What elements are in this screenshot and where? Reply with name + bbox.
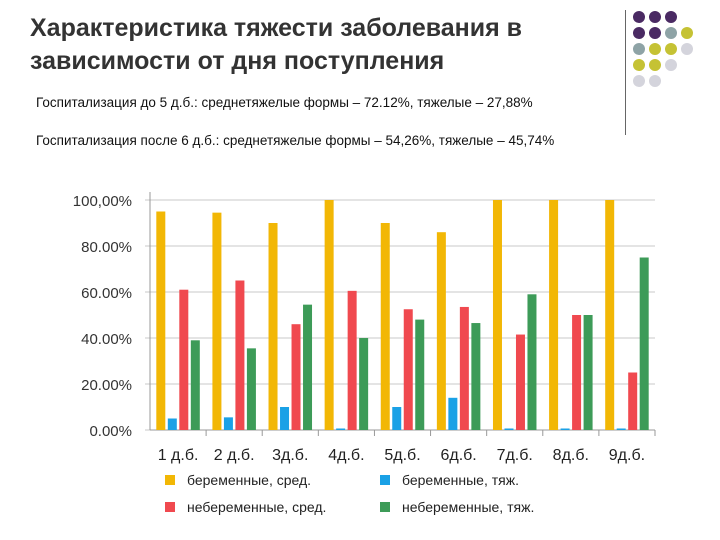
decor-dot (633, 11, 645, 23)
bar (212, 212, 222, 430)
bar (492, 200, 502, 430)
bar (280, 407, 290, 430)
x-tick-label: 5д.б. (384, 447, 420, 464)
decor-dot (633, 59, 645, 71)
decor-dot (649, 59, 661, 71)
bar (246, 348, 256, 430)
legend-swatch (380, 502, 390, 512)
decor-dot (665, 27, 677, 39)
legend-swatch (165, 502, 175, 512)
bar (167, 418, 177, 430)
legend-label: беременные, тяж. (402, 472, 519, 488)
decor-dot (649, 43, 661, 55)
y-tick-label: 40.00% (81, 331, 132, 348)
hospitalization-note-late: Госпитализация после 6 д.б.: среднетяжел… (36, 133, 555, 148)
legend-label: небеременные, сред. (187, 499, 326, 515)
decor-dot (649, 75, 661, 87)
bar (560, 428, 570, 430)
bar (347, 290, 357, 430)
bar (324, 200, 334, 430)
decor-dot (633, 43, 645, 55)
hospitalization-note-early: Госпитализация до 5 д.б.: среднетяжелые … (36, 95, 533, 110)
bar (448, 397, 458, 430)
x-tick-label: 1 д.б. (158, 447, 199, 464)
bar (303, 304, 313, 430)
x-tick-label: 7д.б. (497, 447, 533, 464)
x-tick-label: 2 д.б. (214, 447, 255, 464)
divider-line (625, 10, 626, 135)
bar (392, 407, 402, 430)
x-tick-label: 6д.б. (440, 447, 476, 464)
bar (235, 280, 245, 430)
bar (291, 324, 301, 430)
bar (616, 428, 626, 430)
x-tick-label: 4д.б. (328, 447, 364, 464)
bar (527, 294, 537, 430)
bar (403, 309, 413, 430)
decor-dot (649, 27, 661, 39)
decor-dot (649, 11, 661, 23)
decor-dot (681, 27, 693, 39)
legend-swatch (165, 475, 175, 485)
decor-dot (633, 75, 645, 87)
bar (223, 417, 233, 430)
bar (268, 223, 278, 430)
bar (583, 315, 593, 430)
y-tick-label: 0.00% (89, 423, 132, 440)
x-tick-label: 3д.б. (272, 447, 308, 464)
bar (639, 257, 649, 430)
slide-title: Характеристика тяжести заболевания в зав… (30, 14, 523, 75)
bar (179, 289, 189, 430)
bar (515, 334, 525, 430)
decor-dot (665, 59, 677, 71)
legend-label: небеременные, тяж. (402, 499, 534, 515)
legend-label: беременные, сред. (187, 472, 311, 488)
bar (628, 372, 638, 430)
bar (190, 340, 200, 430)
x-tick-label: 8д.б. (553, 447, 589, 464)
bar (415, 319, 425, 430)
y-tick-label: 60.00% (81, 285, 132, 302)
decor-dot (665, 43, 677, 55)
bar (605, 200, 615, 430)
bar (336, 428, 346, 430)
severity-bar-chart: 0.00% 20.00% 40.00% 60.00% 80.00% 100,00% 1 д.… (73, 192, 656, 515)
decor-dot (665, 11, 677, 23)
y-tick-label: 20.00% (81, 377, 132, 394)
bar (471, 323, 481, 430)
bar (572, 315, 582, 430)
bar (504, 428, 514, 430)
bar (549, 200, 559, 430)
bar (459, 306, 469, 430)
bar (359, 338, 369, 430)
legend-swatch (380, 475, 390, 485)
decor-dot (633, 27, 645, 39)
bar (436, 232, 446, 430)
bar (156, 211, 166, 430)
x-tick-label: 9д.б. (609, 447, 645, 464)
decor-dot (681, 43, 693, 55)
y-tick-label: 100,00% (73, 193, 132, 210)
bar (380, 223, 390, 430)
y-tick-label: 80.00% (81, 239, 132, 256)
